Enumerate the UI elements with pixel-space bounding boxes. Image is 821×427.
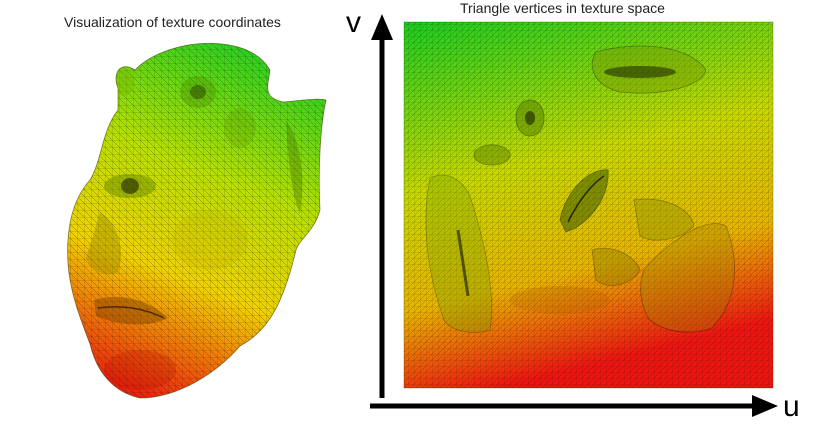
head-mesh-illustration: [67, 42, 327, 399]
axes: [370, 14, 778, 417]
u-axis-label: u: [783, 390, 800, 423]
uv-mesh-illustration: [403, 21, 774, 389]
v-axis-arrowhead: [371, 14, 393, 40]
left-caption: Visualization of texture coordinates: [64, 14, 281, 30]
v-axis-label: v: [346, 6, 361, 39]
u-axis-arrowhead: [752, 395, 778, 417]
right-caption: Triangle vertices in texture space: [460, 0, 665, 16]
